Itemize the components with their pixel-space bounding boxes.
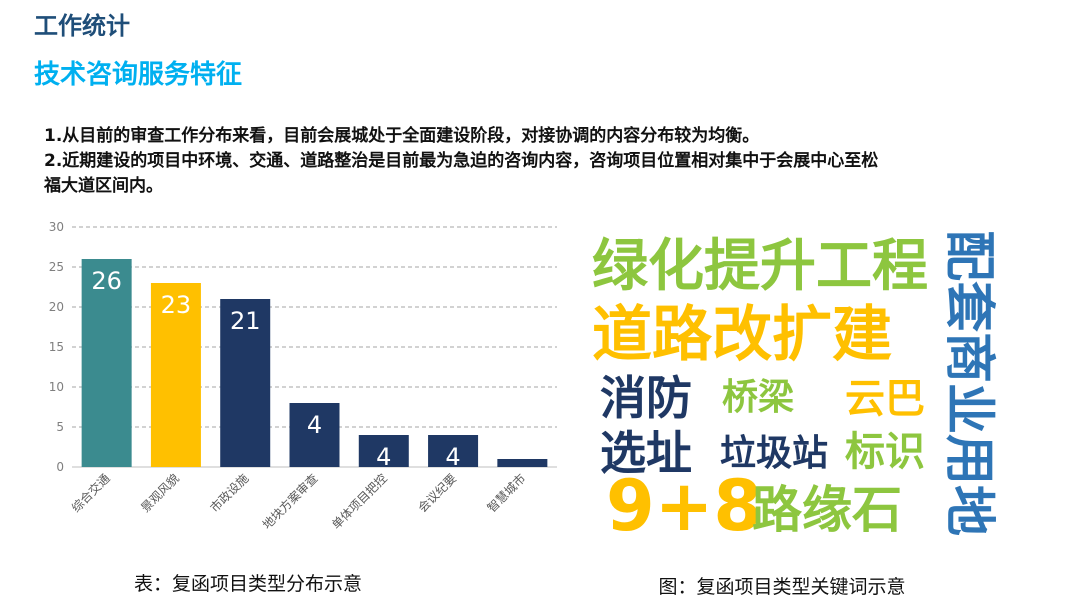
keyword: 绿化提升工程 bbox=[592, 234, 928, 299]
chart-caption: 表：复函项目类型分布示意 bbox=[134, 573, 362, 595]
keyword: 桥梁 bbox=[722, 377, 794, 418]
keyword: 9+8 bbox=[606, 465, 762, 547]
y-tick-label: 20 bbox=[49, 300, 64, 314]
x-tick-label: 会议纪要 bbox=[415, 471, 459, 515]
bar bbox=[289, 403, 340, 467]
y-tick-label: 10 bbox=[49, 380, 64, 394]
y-tick-label: 0 bbox=[56, 460, 64, 474]
y-tick-label: 25 bbox=[49, 260, 64, 274]
bar bbox=[497, 459, 548, 467]
data-label: 23 bbox=[161, 291, 192, 319]
y-tick-label: 15 bbox=[49, 340, 64, 354]
keyword: 道路改扩建 bbox=[592, 300, 892, 370]
keyword: 标识 bbox=[845, 429, 925, 475]
cloud-caption: 图：复函项目类型关键词示意 bbox=[658, 576, 905, 598]
y-tick-label: 30 bbox=[49, 220, 64, 234]
bar bbox=[81, 259, 132, 467]
x-tick-label: 单体项目把控 bbox=[329, 471, 390, 532]
slide-subtitle: 技术咨询服务特征 bbox=[34, 59, 242, 90]
bar bbox=[358, 435, 409, 467]
keyword: 选址 bbox=[600, 426, 692, 480]
x-tick-label: 综合交通 bbox=[68, 471, 113, 516]
slide-title: 工作统计 bbox=[34, 12, 130, 40]
data-label: 4 bbox=[307, 411, 322, 439]
keyword: 配套商业用地 bbox=[939, 230, 998, 536]
data-label: 26 bbox=[91, 267, 122, 295]
keyword: 路缘石 bbox=[752, 481, 902, 539]
data-label: 4 bbox=[376, 443, 391, 471]
keyword: 垃圾站 bbox=[720, 433, 828, 474]
data-label: 4 bbox=[445, 443, 460, 471]
paragraph: 1.从目前的审查工作分布来看，目前会展城处于全面建设阶段，对接协调的内容分布较为… bbox=[44, 125, 759, 146]
paragraph: 2.近期建设的项目中环境、交通、道路整治是目前最为急迫的咨询内容，咨询项目位置相… bbox=[44, 150, 878, 171]
bar bbox=[220, 299, 271, 467]
paragraph: 福大道区间内。 bbox=[43, 175, 163, 196]
bar bbox=[150, 283, 201, 467]
x-tick-label: 智慧城市 bbox=[484, 471, 529, 516]
x-tick-label: 景观风貌 bbox=[137, 471, 182, 516]
x-tick-label: 地块方案审查 bbox=[259, 471, 321, 533]
keyword: 云巴 bbox=[845, 376, 925, 422]
x-tick-label: 市政设施 bbox=[207, 471, 252, 516]
keyword: 消防 bbox=[600, 371, 692, 425]
y-tick-label: 5 bbox=[56, 420, 64, 434]
data-label: 21 bbox=[230, 307, 261, 335]
bar bbox=[428, 435, 479, 467]
